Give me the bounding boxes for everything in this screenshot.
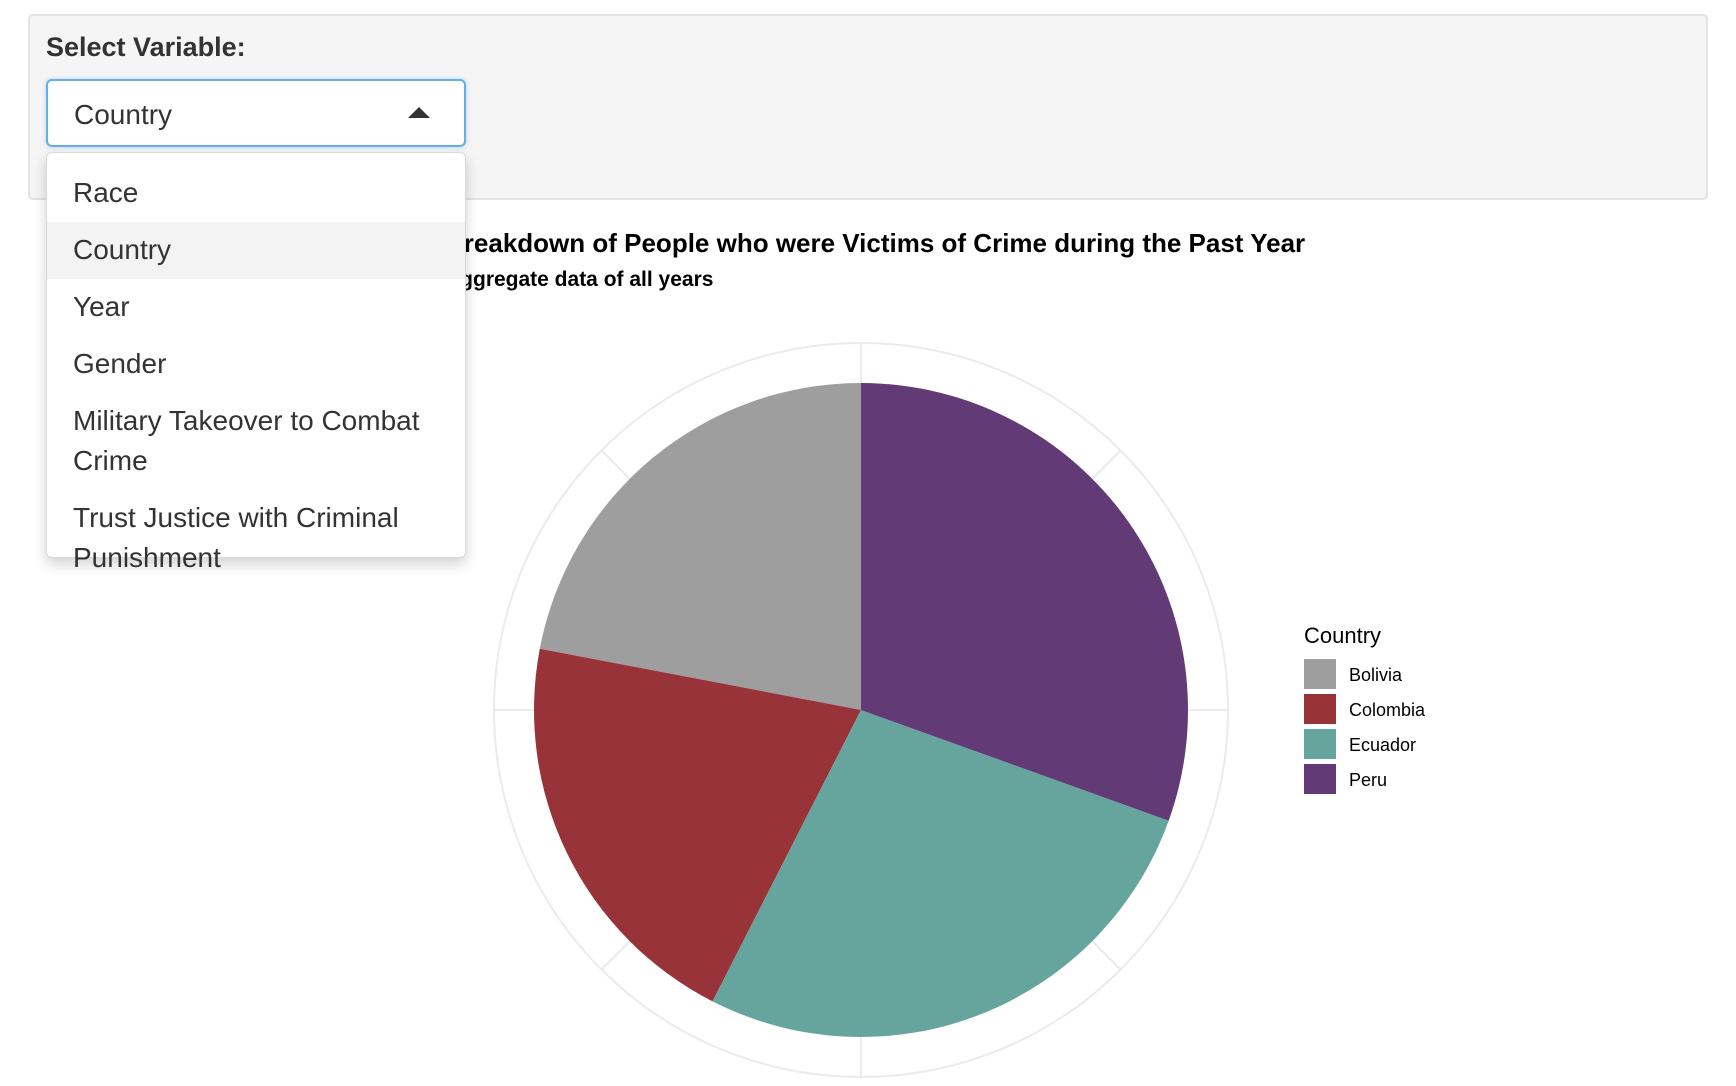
legend-label-ecuador: Ecuador — [1349, 735, 1416, 755]
legend-key-peru — [1304, 764, 1336, 794]
legend-label-bolivia: Bolivia — [1349, 665, 1403, 685]
legend-key-bolivia — [1304, 659, 1336, 689]
pie-slices — [533, 383, 1188, 1037]
chart-subtitle: Aggregate data of all years — [445, 268, 713, 291]
pie-slice-ecuador — [712, 710, 1169, 1037]
option-country[interactable]: Country — [47, 222, 465, 279]
pie-slice-colombia — [533, 648, 861, 1002]
variable-select[interactable]: Country — [46, 79, 466, 147]
option-military-takeover[interactable]: Military Takeover to Combat Crime — [73, 405, 420, 476]
select-variable-label: Select Variable: — [46, 32, 246, 62]
legend-label-colombia: Colombia — [1349, 700, 1426, 720]
option-trust-justice[interactable]: Trust Justice with Criminal Punishment — [73, 502, 399, 573]
caret-up-icon — [408, 107, 430, 118]
option-gender[interactable]: Gender — [73, 348, 167, 379]
selected-value: Country — [74, 99, 173, 130]
chart-title: Breakdown of People who were Victims of … — [445, 228, 1305, 258]
chart-legend: Country Bolivia Colombia Ecuador Peru — [1304, 623, 1426, 794]
pie-slice-peru — [861, 383, 1188, 821]
option-year[interactable]: Year — [73, 291, 130, 322]
legend-title: Country — [1304, 623, 1381, 648]
legend-key-ecuador — [1304, 729, 1336, 759]
variable-dropdown-menu: Race Country Year Gender Military Takeov… — [46, 152, 466, 573]
option-race[interactable]: Race — [73, 177, 139, 208]
pie-slice-bolivia — [539, 383, 861, 710]
legend-label-peru: Peru — [1349, 770, 1387, 790]
legend-key-colombia — [1304, 694, 1336, 724]
